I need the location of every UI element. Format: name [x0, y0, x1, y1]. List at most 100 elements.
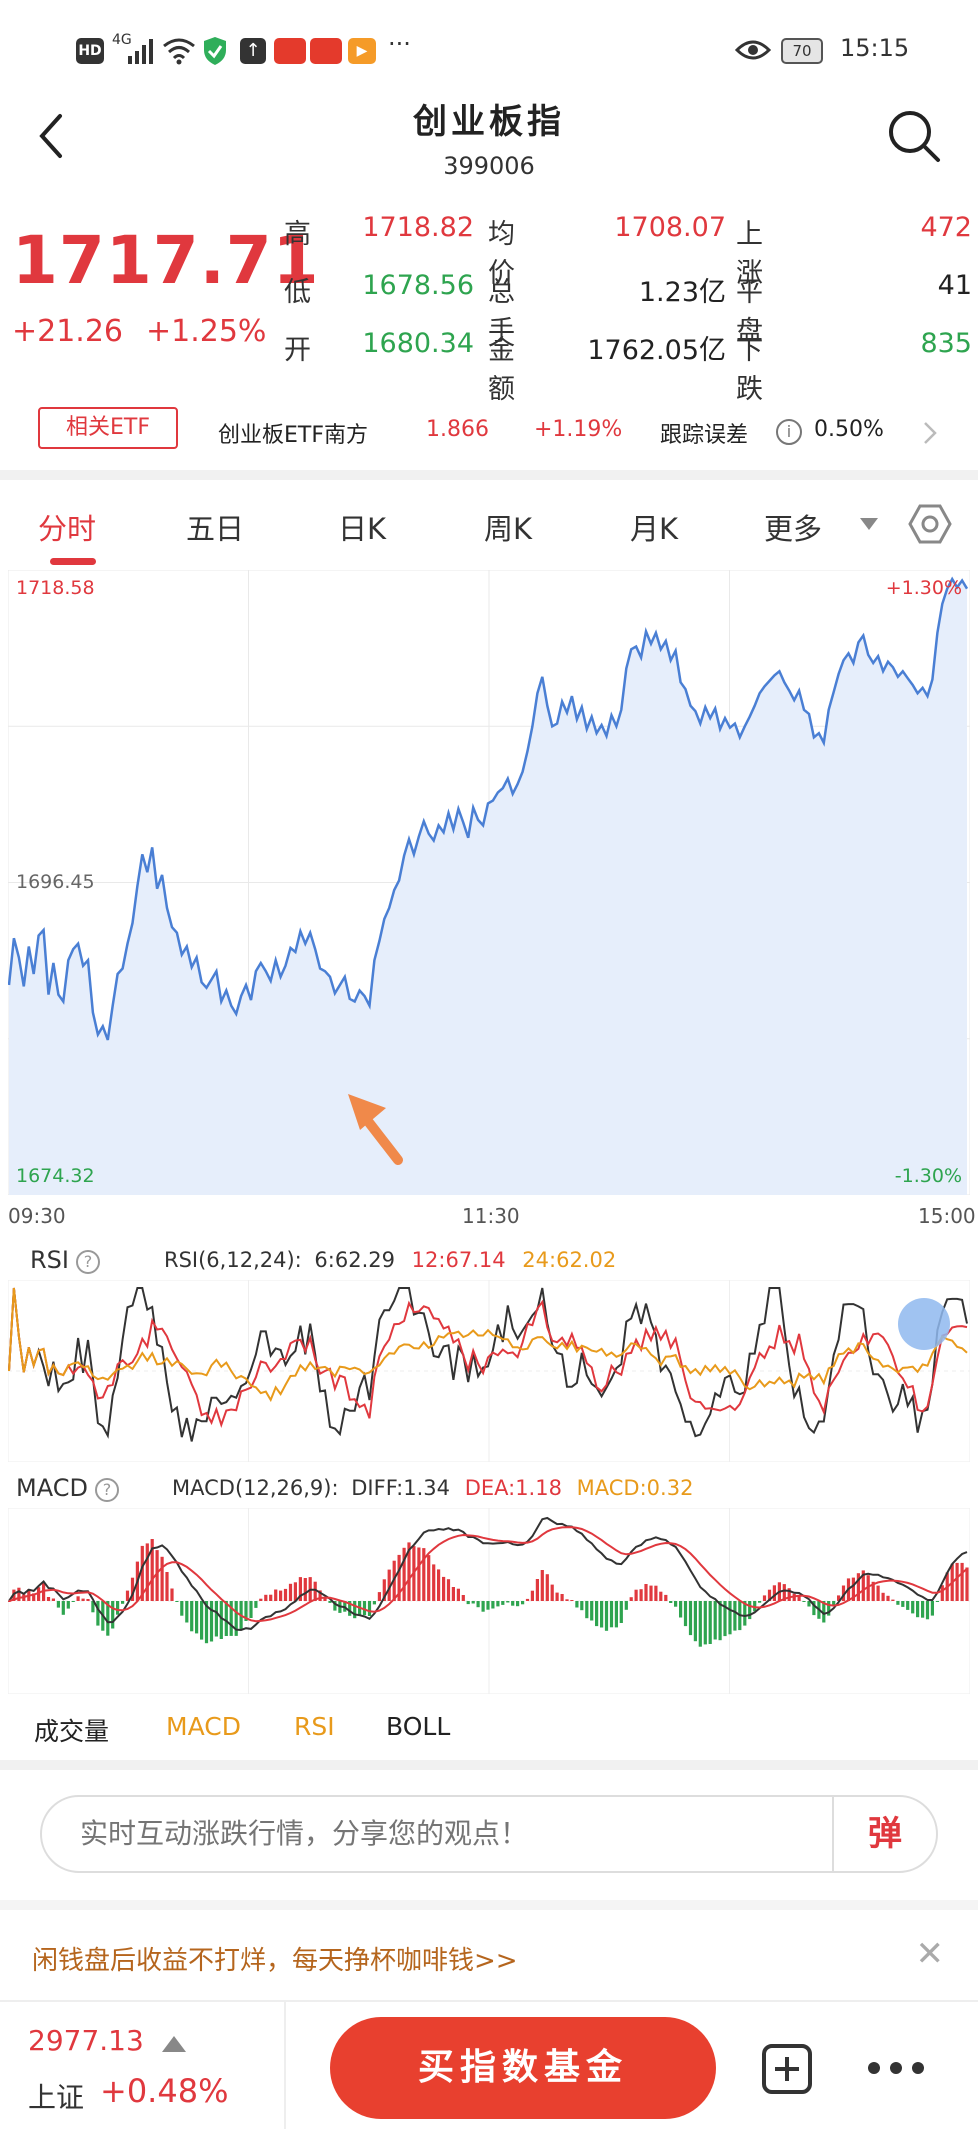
stat-value-high: 1718.82 — [362, 212, 474, 243]
back-icon[interactable] — [36, 112, 66, 160]
macd-bar — [807, 1601, 811, 1607]
macd-chart[interactable] — [8, 1508, 970, 1694]
macd-bar — [348, 1601, 352, 1616]
macd-bar — [822, 1601, 826, 1623]
macd-bar — [881, 1592, 885, 1601]
settings-icon[interactable] — [908, 502, 952, 546]
tab-monthly-k[interactable]: 月K — [630, 512, 679, 546]
indicator-tab-boll[interactable]: BOLL — [386, 1712, 451, 1741]
indicator-tab-volume[interactable]: 成交量 — [34, 1717, 110, 1746]
macd-bar — [229, 1601, 233, 1636]
rsi-chart[interactable] — [8, 1280, 970, 1462]
chart-tabs: 分时 五日 日K 周K 月K 更多 — [0, 490, 978, 570]
macd-bar — [377, 1592, 381, 1601]
macd-bar — [664, 1594, 668, 1601]
macd-bar — [565, 1599, 569, 1601]
macd-bar — [748, 1601, 752, 1620]
section-divider — [0, 1900, 978, 1910]
macd-bar — [125, 1590, 130, 1601]
macd-bar — [654, 1585, 658, 1601]
related-etf-tag: 相关ETF — [38, 407, 178, 449]
macd-bar — [718, 1601, 722, 1641]
app-notif-icon — [274, 38, 306, 64]
indicator-tab-rsi[interactable]: RSI — [294, 1712, 335, 1741]
related-etf-row[interactable]: 相关ETF 创业板ETF南方 1.866 +1.19% 跟踪误差 i 0.50% — [0, 395, 978, 470]
add-icon[interactable] — [762, 2044, 812, 2094]
pct-max-label: +1.30% — [886, 577, 962, 599]
close-icon[interactable]: ✕ — [915, 1934, 945, 1974]
tab-daily-k[interactable]: 日K — [338, 512, 387, 546]
macd-bar — [683, 1601, 688, 1627]
promo-banner[interactable]: 闲钱盘后收益不打烊，每天挣杯咖啡钱>> ✕ — [0, 1910, 978, 2000]
macd-bar — [155, 1550, 159, 1601]
macd-bar — [219, 1601, 223, 1639]
status-bar: HD 4G ↑ ▶ ··· 70 15:15 — [0, 0, 978, 100]
price-line — [8, 576, 969, 1041]
macd-bar — [496, 1601, 500, 1607]
rsi-6-value: 6:62.29 — [314, 1248, 395, 1272]
rsi-6-line — [8, 1287, 968, 1442]
promo-text[interactable]: 闲钱盘后收益不打烊，每天挣杯咖啡钱>> — [32, 1946, 518, 1976]
macd-bar — [688, 1601, 693, 1636]
macd-bar — [560, 1594, 564, 1601]
rsi-24-line — [8, 1287, 968, 1403]
comment-input[interactable] — [80, 1817, 820, 1850]
etf-name: 创业板ETF南方 — [218, 423, 368, 448]
intraday-chart[interactable]: 1718.58 1696.45 1674.32 +1.30% -1.30% — [8, 570, 970, 1195]
stat-value-amount: 1762.05亿 — [587, 335, 726, 366]
macd-bar — [600, 1601, 604, 1628]
macd-bar — [940, 1585, 944, 1601]
indicator-tab-macd[interactable]: MACD — [166, 1712, 241, 1741]
help-icon[interactable]: ? — [76, 1250, 100, 1274]
macd-bar — [906, 1601, 910, 1610]
dea-line — [8, 1526, 968, 1623]
macd-bar — [190, 1601, 194, 1632]
dropdown-icon[interactable] — [858, 516, 880, 532]
macd-bar — [195, 1601, 199, 1634]
tab-five-day[interactable]: 五日 — [186, 512, 245, 546]
play-icon: ▶ — [348, 38, 376, 64]
y-max-label: 1718.58 — [16, 577, 95, 599]
macd-bar — [288, 1583, 293, 1601]
macd-bar — [427, 1555, 431, 1601]
macd-bar — [382, 1579, 386, 1601]
buy-index-fund-button[interactable]: 买指数基金 — [330, 2017, 716, 2119]
macd-bar — [762, 1595, 767, 1601]
floating-bubble-icon[interactable] — [898, 1298, 950, 1350]
help-icon[interactable]: ? — [94, 1478, 119, 1502]
macd-bar — [787, 1588, 791, 1601]
macd-bar — [279, 1590, 283, 1601]
diff-line — [8, 1516, 968, 1632]
macd-bar — [328, 1601, 332, 1603]
tab-weekly-k[interactable]: 周K — [484, 512, 533, 546]
tracking-error-label: 跟踪误差 — [660, 423, 749, 448]
bottom-bar: 2977.13 上证 +0.48% 买指数基金 — [0, 2002, 978, 2129]
chevron-right-icon[interactable] — [922, 421, 938, 445]
macd-bar — [935, 1601, 939, 1602]
macd-bar — [797, 1595, 801, 1601]
search-icon[interactable] — [886, 108, 942, 164]
macd-bar — [506, 1601, 510, 1603]
macd-bar — [214, 1601, 218, 1637]
danmu-button[interactable]: 弹 — [832, 1797, 936, 1871]
shanghai-index-name: 上证 — [28, 2081, 85, 2114]
page-title: 创业板指 — [413, 102, 565, 142]
macd-bar — [283, 1588, 288, 1601]
tab-intraday[interactable]: 分时 — [38, 512, 97, 546]
macd-bar — [649, 1585, 653, 1601]
info-icon[interactable]: i — [776, 419, 802, 445]
rsi-12-value: 12:67.14 — [411, 1248, 506, 1272]
shanghai-index-value[interactable]: 2977.13 — [28, 2024, 144, 2057]
macd-bar — [871, 1581, 875, 1601]
more-icon[interactable] — [866, 2060, 926, 2076]
macd-bar — [758, 1601, 762, 1603]
macd-bar — [901, 1601, 905, 1607]
price-change: +21.26 — [12, 314, 124, 349]
macd-bar — [674, 1601, 678, 1607]
macd-bar — [713, 1601, 717, 1640]
macd-bar — [451, 1587, 455, 1601]
tab-more[interactable]: 更多 — [764, 512, 823, 546]
macd-bar — [619, 1601, 623, 1623]
macd-bar — [782, 1584, 786, 1601]
macd-bar — [165, 1572, 169, 1601]
